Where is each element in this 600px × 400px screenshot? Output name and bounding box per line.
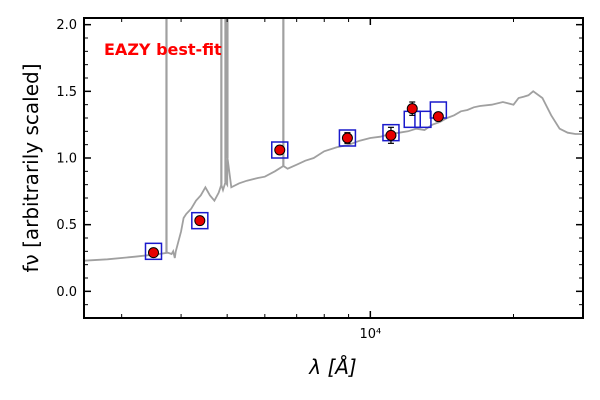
model-photometry-box <box>144 242 163 261</box>
chart-annotation: EAZY best-fit <box>104 40 222 59</box>
model-photometry-box <box>271 141 289 159</box>
y-tick-label: 0.5 <box>56 218 77 233</box>
y-tick-label: 1.5 <box>56 85 77 100</box>
observed-point <box>147 247 159 259</box>
x-axis-label: λ [Å] <box>308 355 356 379</box>
observed-point <box>194 215 206 227</box>
plot-frame <box>83 17 584 319</box>
model-photometry-box <box>191 211 209 230</box>
model-photometry-box <box>338 129 357 147</box>
observed-point <box>341 132 353 144</box>
model-photometry-box <box>414 110 432 129</box>
y-axis-label: fν [arbitrarily scaled] <box>19 64 43 273</box>
y-tick-label: 0.0 <box>56 285 77 300</box>
y-tick-label: 1.0 <box>56 152 77 167</box>
model-spectrum-line <box>83 90 583 262</box>
y-tick-label: 2.0 <box>56 18 77 33</box>
plot-area <box>84 18 583 318</box>
observed-point <box>406 103 418 115</box>
photometry-layer <box>144 101 448 261</box>
observed-point <box>432 111 444 123</box>
observed-point <box>274 144 286 156</box>
x-tick-label: 10⁴ <box>359 327 381 342</box>
ticks-layer: 0.0 0.5 1.0 1.5 2.0 10⁴ <box>56 18 583 342</box>
observed-point <box>385 129 397 141</box>
